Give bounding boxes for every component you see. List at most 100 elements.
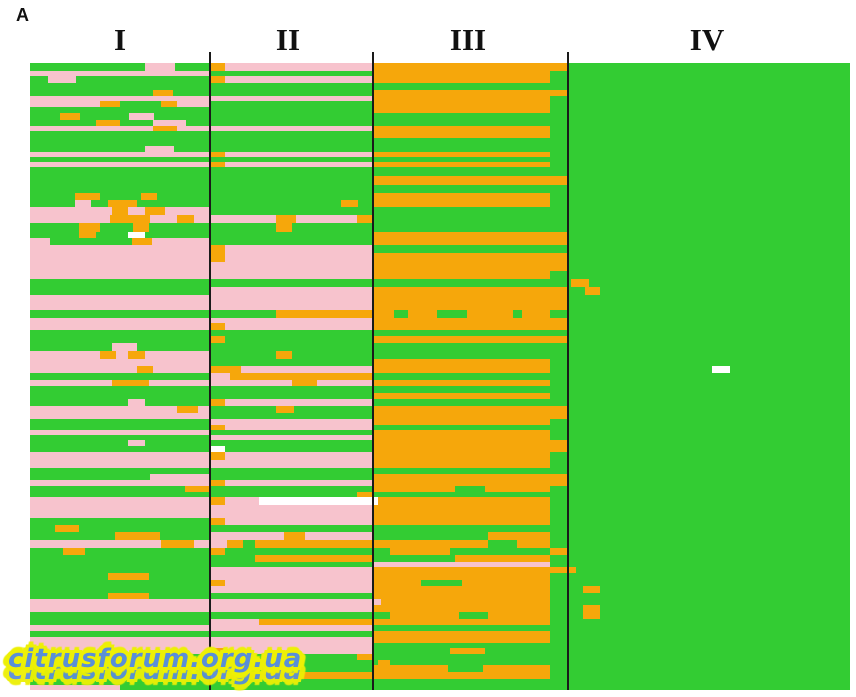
genotype-segment-green bbox=[30, 548, 63, 555]
genotype-segment-green bbox=[148, 573, 211, 580]
genotype-segment-pink bbox=[152, 120, 186, 126]
genotype-row bbox=[30, 138, 850, 146]
genotype-segment-green bbox=[30, 336, 211, 343]
genotype-segment-pink bbox=[128, 440, 145, 446]
genotype-segment-pink bbox=[210, 573, 374, 580]
genotype-segment-green bbox=[30, 76, 49, 83]
genotype-segment-orange bbox=[210, 152, 225, 157]
genotype-row bbox=[30, 648, 850, 654]
genotype-row bbox=[30, 126, 850, 131]
panel-divider-3 bbox=[567, 52, 569, 690]
genotype-row bbox=[30, 425, 850, 430]
genotype-segment-green bbox=[550, 672, 850, 679]
genotype-segment-green bbox=[568, 474, 850, 480]
genotype-segment-green bbox=[30, 310, 276, 318]
genotype-segment-pink bbox=[210, 435, 374, 440]
genotype-segment-orange bbox=[373, 631, 551, 637]
genotype-segment-green bbox=[30, 157, 850, 162]
genotype-segment-orange bbox=[210, 548, 225, 555]
genotype-segment-pink bbox=[224, 323, 374, 330]
genotype-segment-pink bbox=[296, 215, 357, 223]
genotype-segment-pink bbox=[30, 318, 374, 323]
genotype-row bbox=[30, 685, 850, 690]
genotype-row bbox=[30, 555, 851, 562]
genotype-segment-pink bbox=[316, 380, 374, 386]
genotype-segment-green bbox=[30, 107, 374, 113]
genotype-segment-green bbox=[459, 612, 488, 619]
genotype-row bbox=[30, 318, 850, 323]
genotype-segment-green bbox=[30, 330, 850, 336]
genotype-segment-green bbox=[550, 497, 850, 505]
genotype-row bbox=[30, 532, 850, 540]
genotype-segment-green bbox=[30, 619, 211, 625]
genotype-segment-green bbox=[30, 399, 129, 406]
genotype-segment-green bbox=[568, 232, 851, 238]
genotype-segment-green bbox=[373, 532, 488, 540]
genotype-segment-orange bbox=[210, 399, 225, 406]
genotype-segment-green bbox=[568, 446, 850, 452]
genotype-segment-pink bbox=[30, 238, 50, 245]
panel-divider-1 bbox=[209, 52, 211, 690]
genotype-row bbox=[30, 359, 850, 366]
column-header-4: IV bbox=[689, 22, 725, 57]
genotype-segment-orange bbox=[373, 593, 551, 599]
genotype-segment-orange bbox=[152, 126, 178, 131]
genotype-segment-orange bbox=[292, 380, 317, 386]
genotype-segment-green bbox=[373, 654, 851, 660]
genotype-row bbox=[30, 253, 850, 262]
genotype-segment-green bbox=[136, 343, 850, 351]
genotype-row bbox=[30, 131, 850, 138]
genotype-segment-green bbox=[30, 131, 374, 138]
genotype-segment-pink bbox=[30, 152, 211, 157]
genotype-segment-orange bbox=[373, 480, 569, 486]
genotype-row bbox=[30, 631, 850, 637]
genotype-segment-green bbox=[30, 468, 850, 474]
genotype-segment-pink bbox=[30, 380, 112, 386]
genotype-segment-green bbox=[293, 406, 374, 413]
genotype-segment-orange bbox=[373, 430, 551, 435]
genotype-segment-green bbox=[568, 406, 850, 413]
genotype-row bbox=[30, 468, 850, 474]
genotype-segment-orange bbox=[585, 287, 601, 295]
genotype-segment-orange bbox=[373, 586, 551, 593]
genotype-segment-green bbox=[373, 245, 850, 253]
genotype-segment-orange bbox=[373, 238, 569, 245]
genotype-segment-green bbox=[30, 446, 211, 452]
genotype-segment-green bbox=[30, 593, 108, 599]
genotype-segment-orange bbox=[487, 532, 551, 540]
genotype-segment-orange bbox=[373, 262, 569, 271]
genotype-segment-pink bbox=[30, 637, 374, 643]
genotype-row bbox=[30, 474, 850, 480]
genotype-segment-orange bbox=[229, 672, 551, 679]
genotype-segment-orange bbox=[112, 207, 129, 215]
genotype-segment-orange bbox=[373, 413, 569, 419]
genotype-segment-orange bbox=[373, 359, 551, 366]
genotype-row bbox=[30, 452, 850, 460]
genotype-segment-pink bbox=[224, 76, 374, 83]
genotype-segment-orange bbox=[373, 200, 551, 207]
genotype-row bbox=[30, 279, 850, 287]
genotype-segment-green bbox=[550, 593, 850, 599]
genotype-segment-green bbox=[550, 193, 850, 200]
genotype-row bbox=[30, 386, 850, 393]
genotype-row bbox=[30, 573, 850, 580]
genotype-row bbox=[30, 540, 850, 548]
genotype-segment-green bbox=[120, 685, 850, 690]
genotype-segment-green bbox=[550, 555, 851, 562]
figure-label: A bbox=[16, 5, 29, 25]
genotype-segment-green bbox=[30, 63, 145, 71]
genotype-row bbox=[30, 593, 850, 599]
genotype-segment-green bbox=[144, 440, 374, 446]
genotype-segment-orange bbox=[373, 107, 551, 113]
genotype-segment-green bbox=[30, 660, 379, 665]
genotype-segment-orange bbox=[144, 207, 166, 215]
genotype-segment-pink bbox=[152, 238, 211, 245]
genotype-segment-pink bbox=[224, 63, 374, 71]
genotype-row bbox=[30, 167, 850, 176]
genotype-segment-green bbox=[30, 525, 55, 532]
genotype-segment-orange bbox=[373, 419, 551, 425]
genotype-segment-orange bbox=[373, 474, 569, 480]
genotype-segment-pink bbox=[193, 215, 276, 223]
genotype-row bbox=[30, 193, 850, 200]
genotype-segment-orange bbox=[373, 131, 551, 138]
